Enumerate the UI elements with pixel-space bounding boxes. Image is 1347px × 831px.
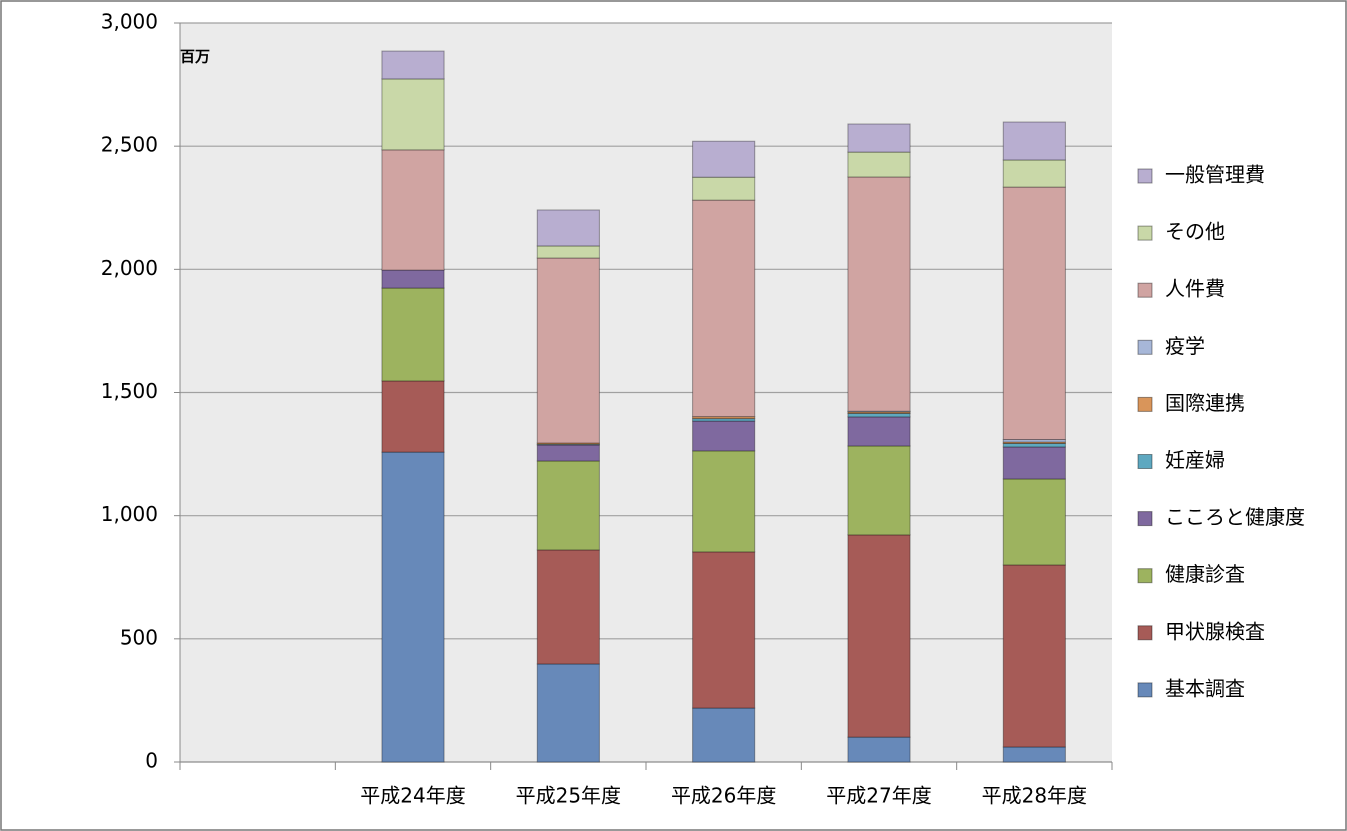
legend-swatch (1137, 282, 1153, 298)
bar-segment (536, 257, 600, 444)
bar-segment (692, 199, 756, 418)
legend-label: 一般管理費 (1165, 163, 1265, 187)
bar-segment (847, 410, 911, 413)
bar-segment (692, 176, 756, 201)
bar-segment (692, 551, 756, 709)
bar-segment (381, 287, 445, 382)
x-tick-label: 平成28年度 (982, 784, 1087, 808)
bar-segment (847, 176, 911, 412)
legend-label: 基本調査 (1165, 676, 1245, 700)
bar-segment (381, 269, 445, 289)
y-tick-label: 0 (145, 749, 158, 773)
bar-segment (536, 245, 600, 259)
bar-segment (692, 707, 756, 763)
y-tick-label: 500 (120, 625, 158, 649)
bar-segment (847, 412, 911, 418)
bar-segment (536, 460, 600, 551)
bar-segment (381, 380, 445, 453)
legend-swatch (1137, 454, 1153, 469)
legend-label: 妊産婦 (1165, 448, 1225, 472)
legend-swatch (1137, 568, 1153, 584)
bar-segment (1002, 478, 1066, 566)
bar-segment (692, 420, 756, 452)
bar-segment (847, 534, 911, 738)
legend-label: 甲状腺検査 (1165, 619, 1265, 643)
bar-segment (536, 444, 600, 462)
bar-segment (381, 451, 445, 763)
bar-segment (1002, 186, 1066, 441)
bar-segment (381, 50, 445, 80)
bar-segment (536, 549, 600, 665)
bar-segment (847, 445, 911, 536)
y-tick-label: 2,000 (101, 256, 158, 280)
bar-segment (847, 736, 911, 763)
legend-swatch (1137, 168, 1153, 184)
bar-segment (381, 78, 445, 151)
legend-label: 人件費 (1165, 277, 1225, 301)
legend-label: こころと健康度 (1165, 505, 1305, 529)
bar-segment (1002, 564, 1066, 748)
legend-swatch (1137, 225, 1153, 241)
bar-segment (692, 450, 756, 553)
bar-segment (847, 416, 911, 447)
legend-swatch (1137, 625, 1153, 641)
bar-segment (1002, 121, 1066, 161)
x-tick-label: 平成25年度 (516, 784, 621, 808)
bar-segment (1002, 159, 1066, 188)
unit-annotation: 百万 (180, 48, 210, 66)
x-tick-label: 平成27年度 (826, 784, 931, 808)
y-tick-label: 3,000 (101, 10, 158, 34)
x-tick-label: 平成24年度 (360, 784, 465, 808)
legend-swatch (1137, 396, 1153, 412)
legend-swatch (1137, 682, 1153, 698)
bar-segment (1002, 446, 1066, 480)
y-tick-label: 1,000 (101, 502, 158, 526)
y-tick-label: 1,500 (101, 379, 158, 403)
legend-label: 国際連携 (1165, 391, 1245, 415)
y-tick-label: 2,500 (101, 133, 158, 157)
bar-segment (536, 663, 600, 763)
legend-swatch (1137, 339, 1153, 355)
bar-segment (1002, 746, 1066, 763)
legend-label: 健康診査 (1165, 562, 1245, 586)
bar-segment (847, 123, 911, 153)
bar-segment (1002, 442, 1066, 448)
legend-swatch (1137, 511, 1153, 527)
x-tick-label: 平成26年度 (671, 784, 776, 808)
bar-segment (847, 151, 911, 178)
legend-label: 疫学 (1165, 334, 1205, 358)
bar-segment (536, 209, 600, 247)
bar-segment (381, 149, 445, 271)
bar-segment (692, 140, 756, 178)
legend-label: その他 (1165, 220, 1225, 244)
bar-segment (536, 443, 600, 446)
